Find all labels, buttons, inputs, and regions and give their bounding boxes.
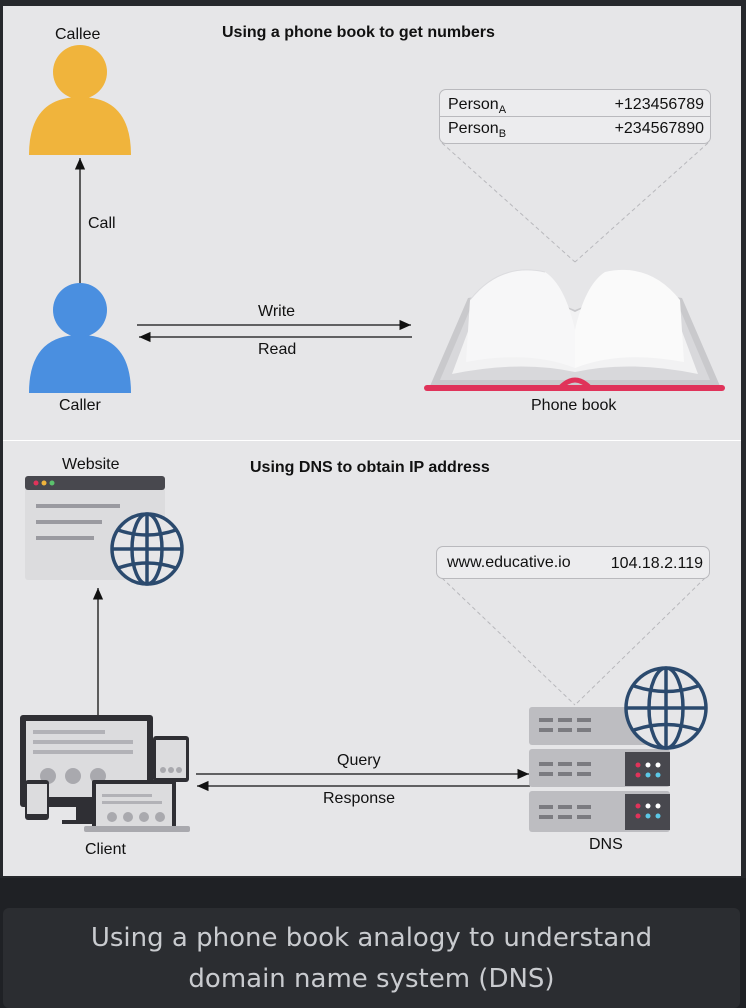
dns-label: DNS — [589, 836, 623, 853]
caller-icon — [29, 283, 131, 393]
phonebook-callout-lines — [441, 142, 709, 263]
website-label: Website — [62, 456, 120, 473]
callee-label: Callee — [55, 26, 101, 43]
top-panel-title: Using a phone book to get numbers — [222, 24, 495, 41]
dns-record-domain: www.educative.io — [447, 554, 571, 571]
panel-divider — [3, 440, 741, 441]
callee-icon — [29, 45, 131, 155]
caller-label: Caller — [59, 397, 101, 414]
caption-box — [3, 908, 740, 1008]
phone-book-icon — [424, 269, 725, 391]
client-label: Client — [85, 841, 126, 858]
write-label: Write — [258, 303, 296, 320]
response-label: Response — [323, 790, 396, 807]
call-label: Call — [88, 215, 116, 232]
read-label: Read — [258, 341, 297, 358]
dns-record-ip: 104.18.2.119 — [610, 555, 703, 572]
bottom-panel-title: Using DNS to obtain IP address — [250, 459, 490, 476]
phone-book-entries: PersonA +123456789 PersonB +234567890 — [439, 89, 711, 144]
website-globe-icon — [110, 512, 184, 586]
figure-caption: Using a phone book analogy to understand… — [3, 918, 740, 1000]
query-label: Query — [337, 752, 381, 769]
entry-name: PersonB — [448, 120, 507, 141]
dns-globe-icon — [624, 666, 708, 750]
dns-callout-lines — [441, 577, 706, 706]
entry-name: PersonA — [448, 96, 507, 117]
entry-number: +234567890 — [614, 120, 704, 137]
phone-book-label: Phone book — [531, 397, 617, 414]
entry-number: +123456789 — [614, 96, 704, 113]
client-devices-icon — [20, 715, 190, 832]
entries-divider — [440, 116, 710, 117]
dns-record: www.educative.io 104.18.2.119 — [436, 546, 710, 579]
caption-text: Using a phone book analogy to understand… — [90, 923, 653, 994]
